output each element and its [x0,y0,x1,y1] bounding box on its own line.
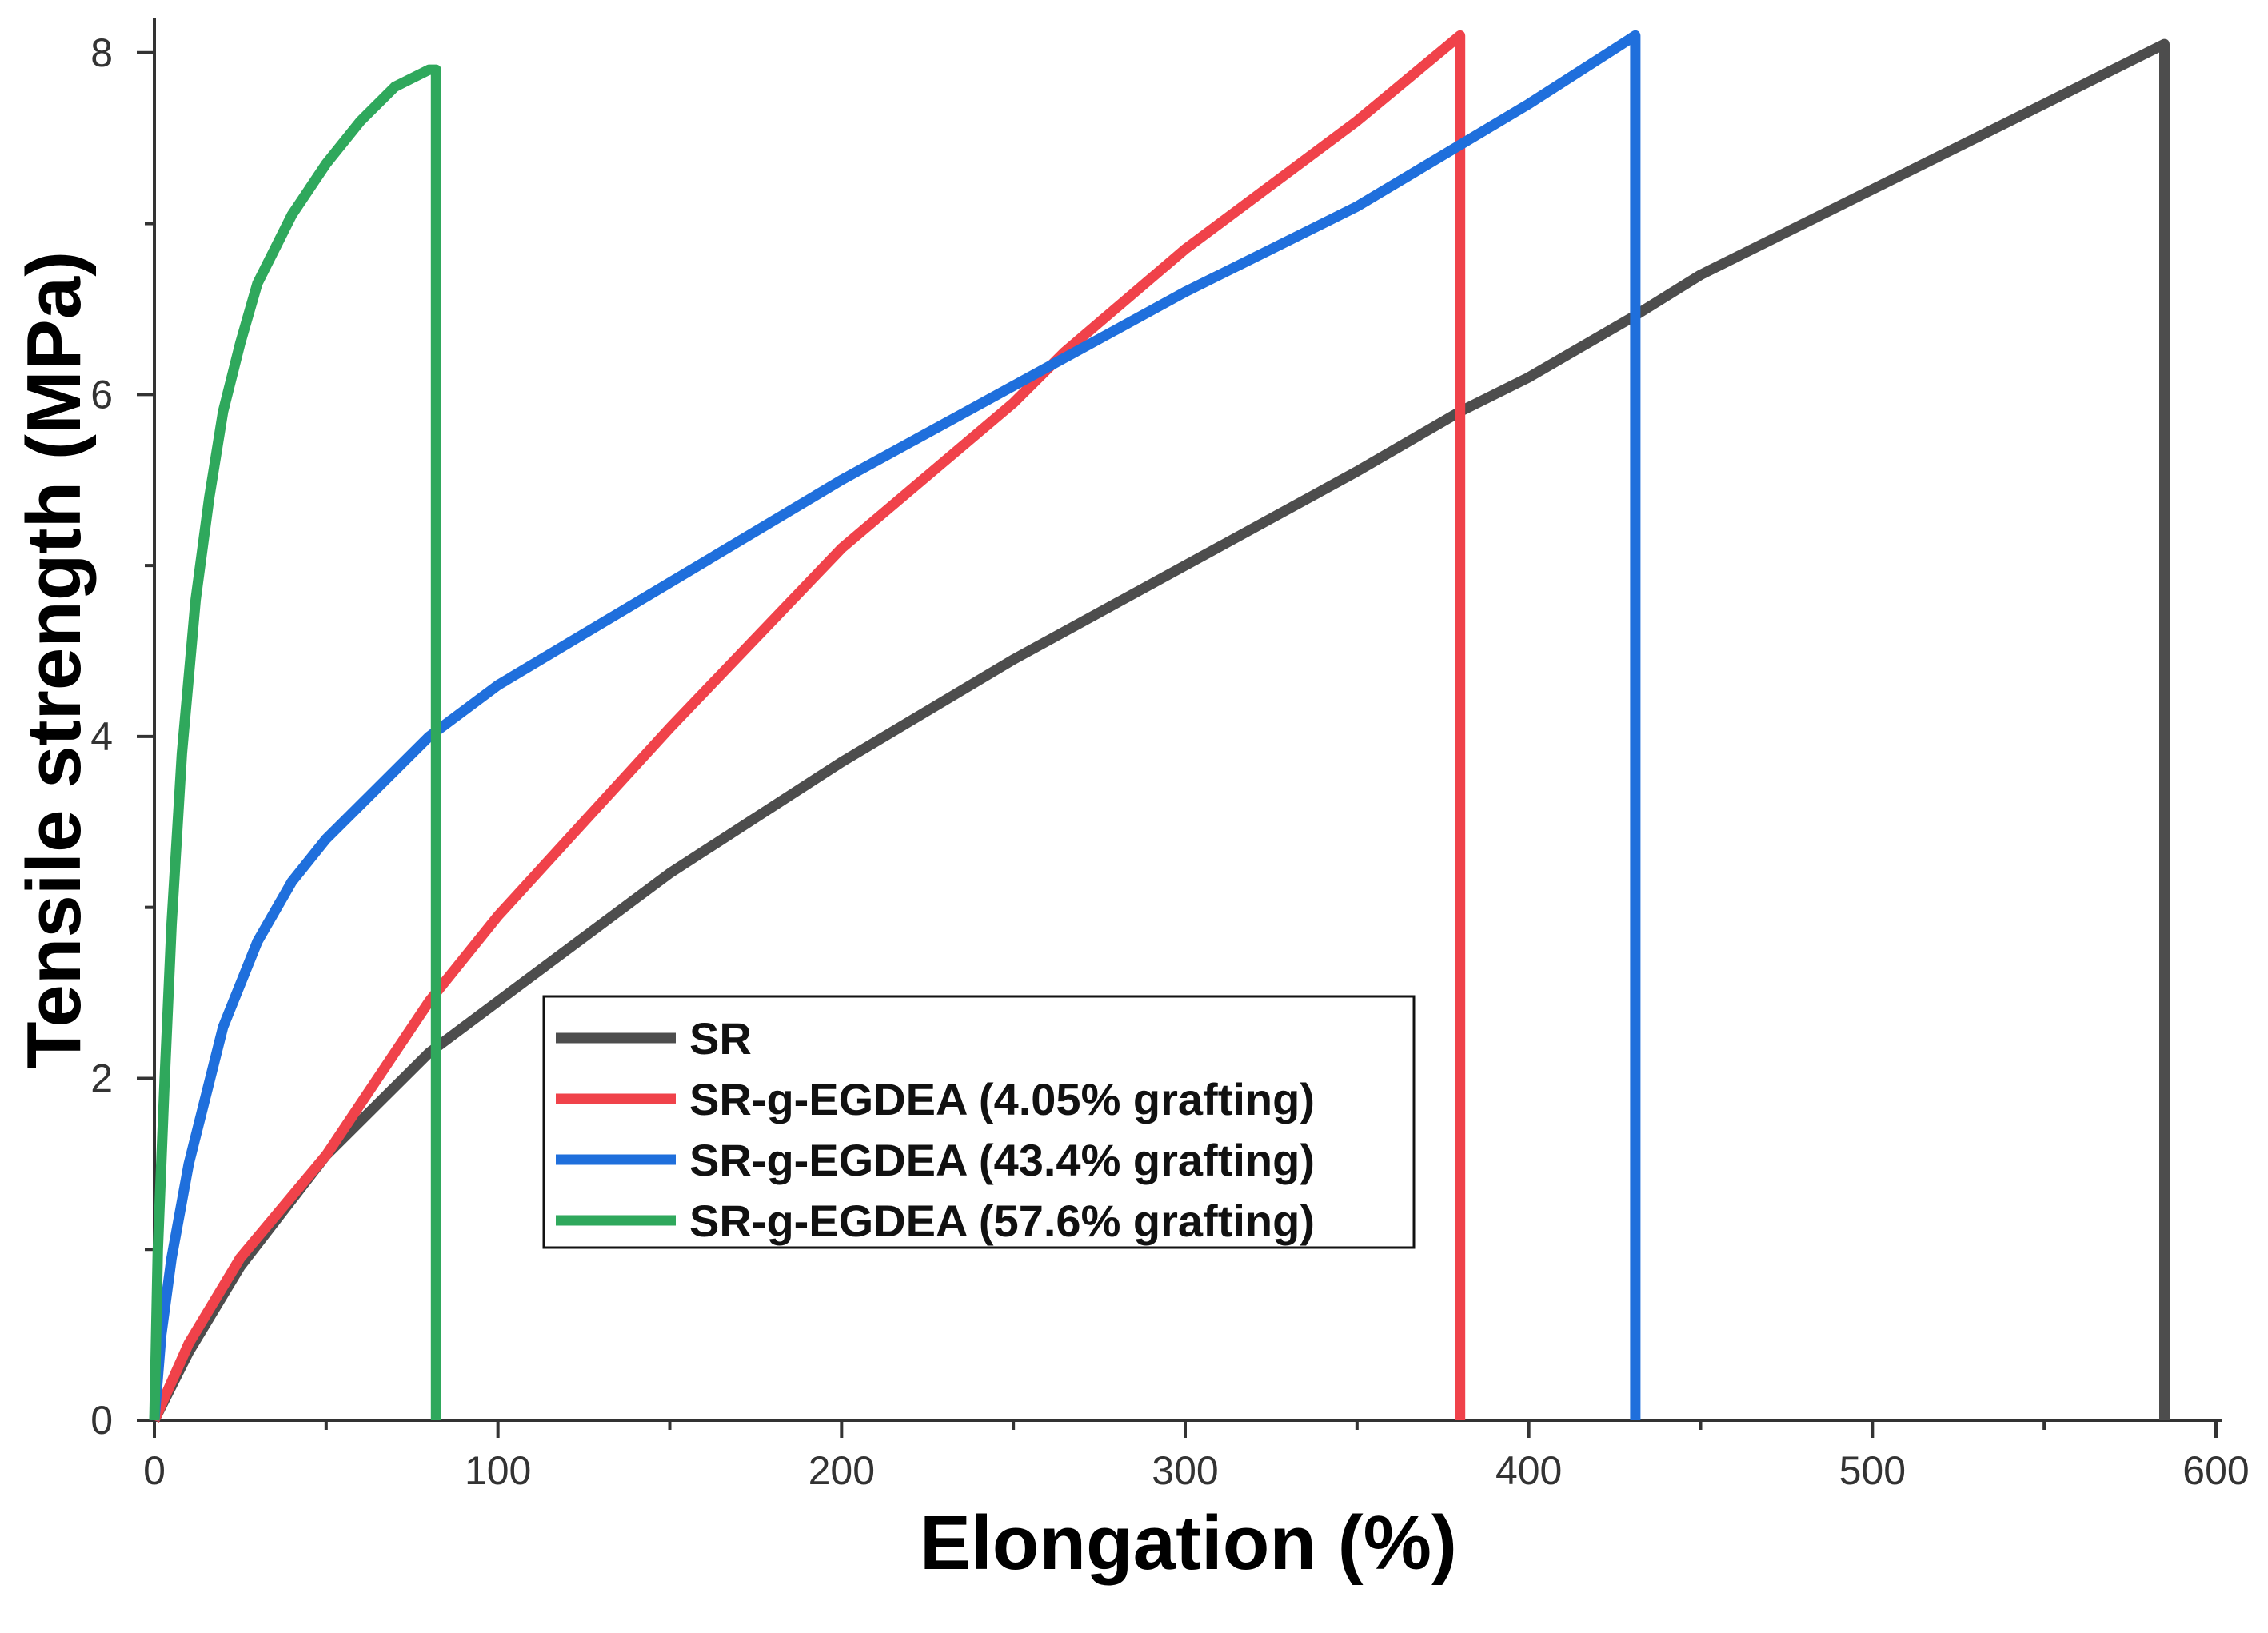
y-tick-label: 0 [90,1398,113,1443]
x-tick-label: 600 [2182,1448,2249,1493]
y-axis-title: Tensile strength (MPa) [11,251,97,1068]
legend-box [542,995,1416,1249]
legend-label: SR-g-EGDEA (57.6% grafting) [689,1196,1315,1246]
x-tick-label: 500 [1839,1448,1906,1493]
legend-label: SR [689,1013,752,1064]
y-tick-label: 8 [90,30,113,75]
legend-label: SR-g-EGDEA (43.4% grafting) [689,1135,1315,1185]
y-tick-label: 2 [90,1056,113,1100]
x-axis-title: Elongation (%) [920,1500,1457,1586]
x-axis-ticks: 0 100 200 300 400 500 600 [143,1420,2250,1493]
x-tick-label: 100 [465,1448,531,1493]
series-line-1 [150,30,1466,1423]
series-line-3 [149,64,441,1421]
legend: SR SR-g-EGDEA (4.05% grafting) SR-g-EGDEA … [542,995,1416,1249]
x-tick-label: 300 [1152,1448,1218,1493]
legend-items: SR SR-g-EGDEA (4.05% grafting) SR-g-EGDEA … [556,1013,1315,1246]
y-tick-label: 4 [90,714,113,759]
x-tick-label: 200 [809,1448,875,1493]
x-tick-label: 400 [1495,1448,1562,1493]
y-axis-ticks: 0 2 4 6 8 [90,30,154,1443]
x-tick-label: 0 [143,1448,166,1493]
series-group [149,30,2170,1423]
series-line-2 [149,30,1641,1421]
legend-label: SR-g-EGDEA (4.05% grafting) [689,1074,1315,1124]
y-tick-label: 6 [90,372,113,417]
